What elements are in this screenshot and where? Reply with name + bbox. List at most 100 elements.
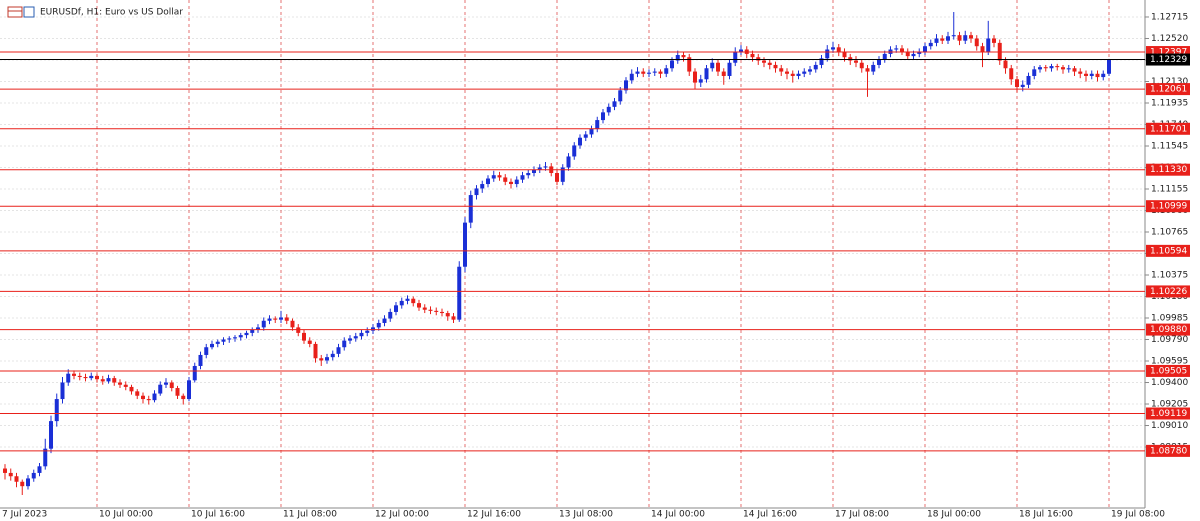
candle-body xyxy=(445,313,450,317)
level-label: 1.10999 xyxy=(1150,202,1187,212)
y-tick-label: 1.09985 xyxy=(1151,314,1188,324)
candle-body xyxy=(900,48,904,52)
candle-body xyxy=(1015,79,1019,88)
candle-body xyxy=(238,335,243,338)
candle-body xyxy=(842,51,847,58)
candle-body xyxy=(164,382,168,385)
candle-body xyxy=(204,347,209,355)
candle-body xyxy=(106,378,111,382)
candle-body xyxy=(716,62,720,72)
candle-body xyxy=(118,382,122,385)
candle-body xyxy=(227,338,232,340)
candle-body xyxy=(60,382,65,400)
candle-body xyxy=(365,330,370,333)
candle-body xyxy=(1055,66,1060,68)
x-tick-label: 18 Jul 16:00 xyxy=(1019,510,1073,520)
y-tick-label: 1.12715 xyxy=(1151,12,1188,22)
candle-body xyxy=(440,311,444,314)
candle-body xyxy=(342,340,347,348)
y-tick-label: 1.09595 xyxy=(1151,357,1188,367)
level-label: 1.09505 xyxy=(1150,366,1187,376)
candle-body xyxy=(773,64,778,69)
candle-body xyxy=(313,343,318,359)
candle-body xyxy=(382,318,387,323)
y-tick-label: 1.11155 xyxy=(1151,184,1188,194)
candle-body xyxy=(877,59,881,65)
level-box xyxy=(1146,407,1190,420)
candle-body xyxy=(664,68,669,74)
candle-body xyxy=(273,318,278,320)
candle-body xyxy=(112,378,117,383)
candle-body xyxy=(520,175,525,180)
candle-body xyxy=(767,62,772,65)
candle-body xyxy=(589,128,594,135)
candle-body xyxy=(762,60,766,63)
candle-body xyxy=(986,38,991,52)
candle-body xyxy=(279,317,283,320)
candle-body xyxy=(244,332,249,336)
level-box xyxy=(1146,285,1190,298)
candle-body xyxy=(560,167,565,182)
candle-body xyxy=(1078,71,1083,74)
candle-body xyxy=(951,35,956,37)
candle-body xyxy=(486,178,490,185)
candle-body xyxy=(1066,68,1071,70)
candle-body xyxy=(641,71,646,74)
candle-body xyxy=(319,358,324,361)
candle-body xyxy=(675,55,680,61)
candle-body xyxy=(859,62,864,69)
candle-body xyxy=(31,472,36,479)
y-tick-label: 1.09010 xyxy=(1151,421,1188,431)
candle-body xyxy=(3,468,7,473)
candle-body xyxy=(77,375,82,378)
level-box xyxy=(1146,444,1190,457)
candle-body xyxy=(635,71,640,74)
candle-body xyxy=(307,340,312,344)
candle-body xyxy=(169,382,174,389)
candle-body xyxy=(503,177,508,182)
level-box xyxy=(1146,244,1190,257)
x-tick-label: 7 Jul 2023 xyxy=(2,510,47,520)
x-tick-label: 19 Jul 08:00 xyxy=(1111,510,1165,520)
level-box xyxy=(1146,122,1190,135)
candle-body xyxy=(796,73,801,76)
candle-body xyxy=(854,60,858,63)
candle-body xyxy=(905,51,910,57)
candle-body xyxy=(980,46,985,52)
candle-body xyxy=(8,472,13,477)
level-box xyxy=(1146,364,1190,377)
candle-body xyxy=(210,343,214,348)
candle-body xyxy=(865,68,870,72)
level-label: 1.09119 xyxy=(1150,409,1187,419)
candle-body xyxy=(848,57,853,61)
candle-body xyxy=(1026,75,1031,85)
candle-body xyxy=(836,47,841,52)
candle-body xyxy=(1049,66,1054,69)
candle-body xyxy=(963,35,968,41)
candle-body xyxy=(601,112,605,121)
candle-body xyxy=(537,167,542,170)
chart-icon xyxy=(7,6,23,18)
candle-body xyxy=(940,38,945,41)
x-tick-label: 14 Jul 00:00 xyxy=(651,510,705,520)
candle-body xyxy=(336,347,341,354)
level-label: 1.11701 xyxy=(1150,124,1187,134)
level-label: 1.09880 xyxy=(1150,325,1187,335)
candle-body xyxy=(158,384,163,394)
candle-body xyxy=(26,478,30,487)
candle-body xyxy=(359,332,364,337)
candle-body xyxy=(123,384,128,387)
candle-body xyxy=(215,341,220,344)
candle-body xyxy=(1032,69,1037,76)
candle-body xyxy=(463,222,467,267)
candle-body xyxy=(681,55,686,58)
candle-body xyxy=(267,318,272,321)
candle-body xyxy=(250,329,255,333)
candle-body xyxy=(388,311,393,319)
candle-body xyxy=(733,51,738,63)
level-label: 1.10226 xyxy=(1150,287,1187,297)
candle-body xyxy=(658,71,663,74)
candle-body xyxy=(819,58,824,65)
candle-body xyxy=(302,332,306,341)
